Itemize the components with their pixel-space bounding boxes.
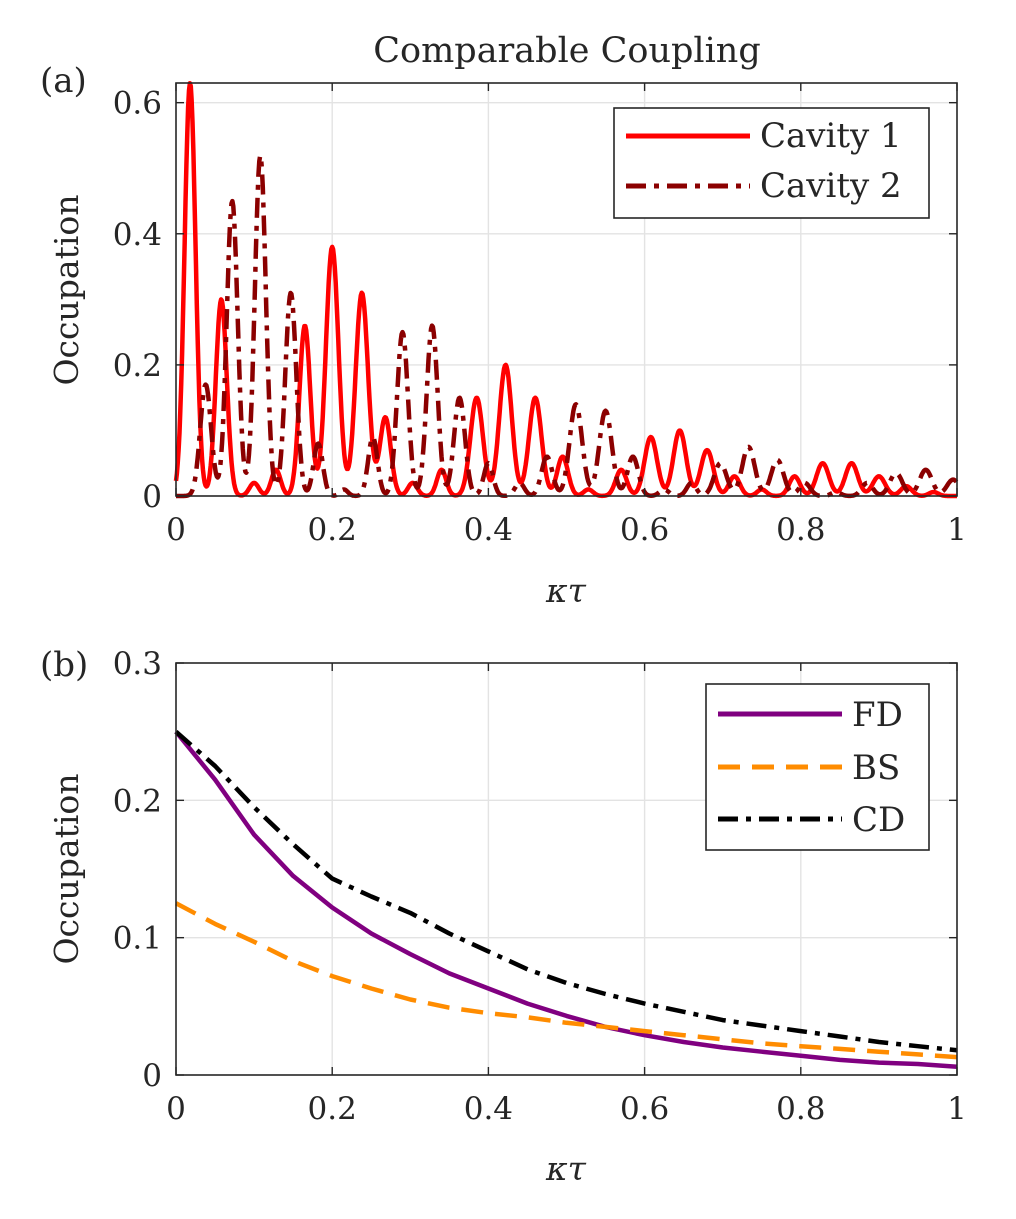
- x-tick-label: 1: [947, 512, 967, 548]
- x-tick-label: 0.4: [464, 512, 513, 548]
- legend-label-bs: BS: [852, 748, 900, 788]
- x-tick-label: 0: [166, 1091, 186, 1127]
- y-tick-label: 0.2: [113, 348, 162, 384]
- x-tick-label: 0.6: [620, 1091, 669, 1127]
- x-tick-label: 0.2: [308, 512, 357, 548]
- x-tick-label: 0.8: [776, 512, 825, 548]
- panel-b-ylabel: Occupation: [47, 773, 86, 964]
- series-line-bs: [174, 901, 958, 1060]
- y-tick-label: 0.4: [113, 217, 162, 253]
- legend-label-cd: CD: [852, 800, 905, 840]
- panel-a-series-lines: [173, 80, 959, 499]
- panel-a-legend-box: [613, 107, 930, 219]
- series-line-cavity-2: [174, 153, 959, 499]
- panel-b-chart: (b) 0 0.2 0.4 0.6 0.8 100.10.20.3 Occupation …: [40, 645, 967, 1188]
- legend-label-cavity-1: Cavity 1: [760, 116, 902, 156]
- x-tick-label: 0.6: [620, 512, 669, 548]
- panel-a-ticks: 0 0.2 0.4 0.6 0.8 1 0 0.2 0.4 0.6: [113, 83, 967, 548]
- legend-label-cavity-2: Cavity 2: [760, 166, 902, 206]
- panel-b-series-lines: [174, 730, 958, 1070]
- panel-b-label: (b): [40, 645, 88, 685]
- x-tick-label: 1: [947, 1091, 967, 1127]
- panel-a-axes-box: [175, 82, 958, 497]
- series-line-fd: [174, 730, 958, 1070]
- legend-label-fd: FD: [852, 695, 903, 735]
- series-line-cd: [174, 730, 958, 1053]
- x-tick-label: 0: [166, 512, 186, 548]
- x-tick-label: 0.4: [464, 1091, 513, 1127]
- panel-b-ticks: 0 0.2 0.4 0.6 0.8 1 0 0.1 0.2 0.3: [113, 646, 967, 1127]
- panel-b-axes-box: [175, 662, 958, 1076]
- panel-a-label: (a): [40, 61, 87, 101]
- x-tick-label: 0.8: [776, 1091, 825, 1127]
- panel-b-legend: FD BS CD: [705, 683, 930, 851]
- series-line-cavity-1: [173, 80, 959, 499]
- panel-a-chart: Comparable Coupling (a) 0 0.2 0.4 0.6 0.8 100…: [40, 31, 967, 610]
- y-tick-label: 0: [142, 1058, 162, 1094]
- y-tick-label: 0.6: [113, 86, 162, 122]
- panel-a-xlabel: κτ: [545, 571, 587, 610]
- y-tick-label: 0.2: [113, 783, 162, 819]
- panel-a-title: Comparable Coupling: [373, 31, 760, 71]
- y-tick-label: 0: [142, 479, 162, 515]
- y-tick-label: 0.1: [113, 921, 162, 957]
- panel-b-xlabel: κτ: [545, 1149, 587, 1188]
- x-tick-label: 0.2: [308, 1091, 357, 1127]
- y-tick-label: 0.3: [113, 646, 162, 682]
- panel-a-legend: Cavity 1 Cavity 2: [613, 107, 930, 219]
- panel-a-ylabel: Occupation: [47, 194, 86, 385]
